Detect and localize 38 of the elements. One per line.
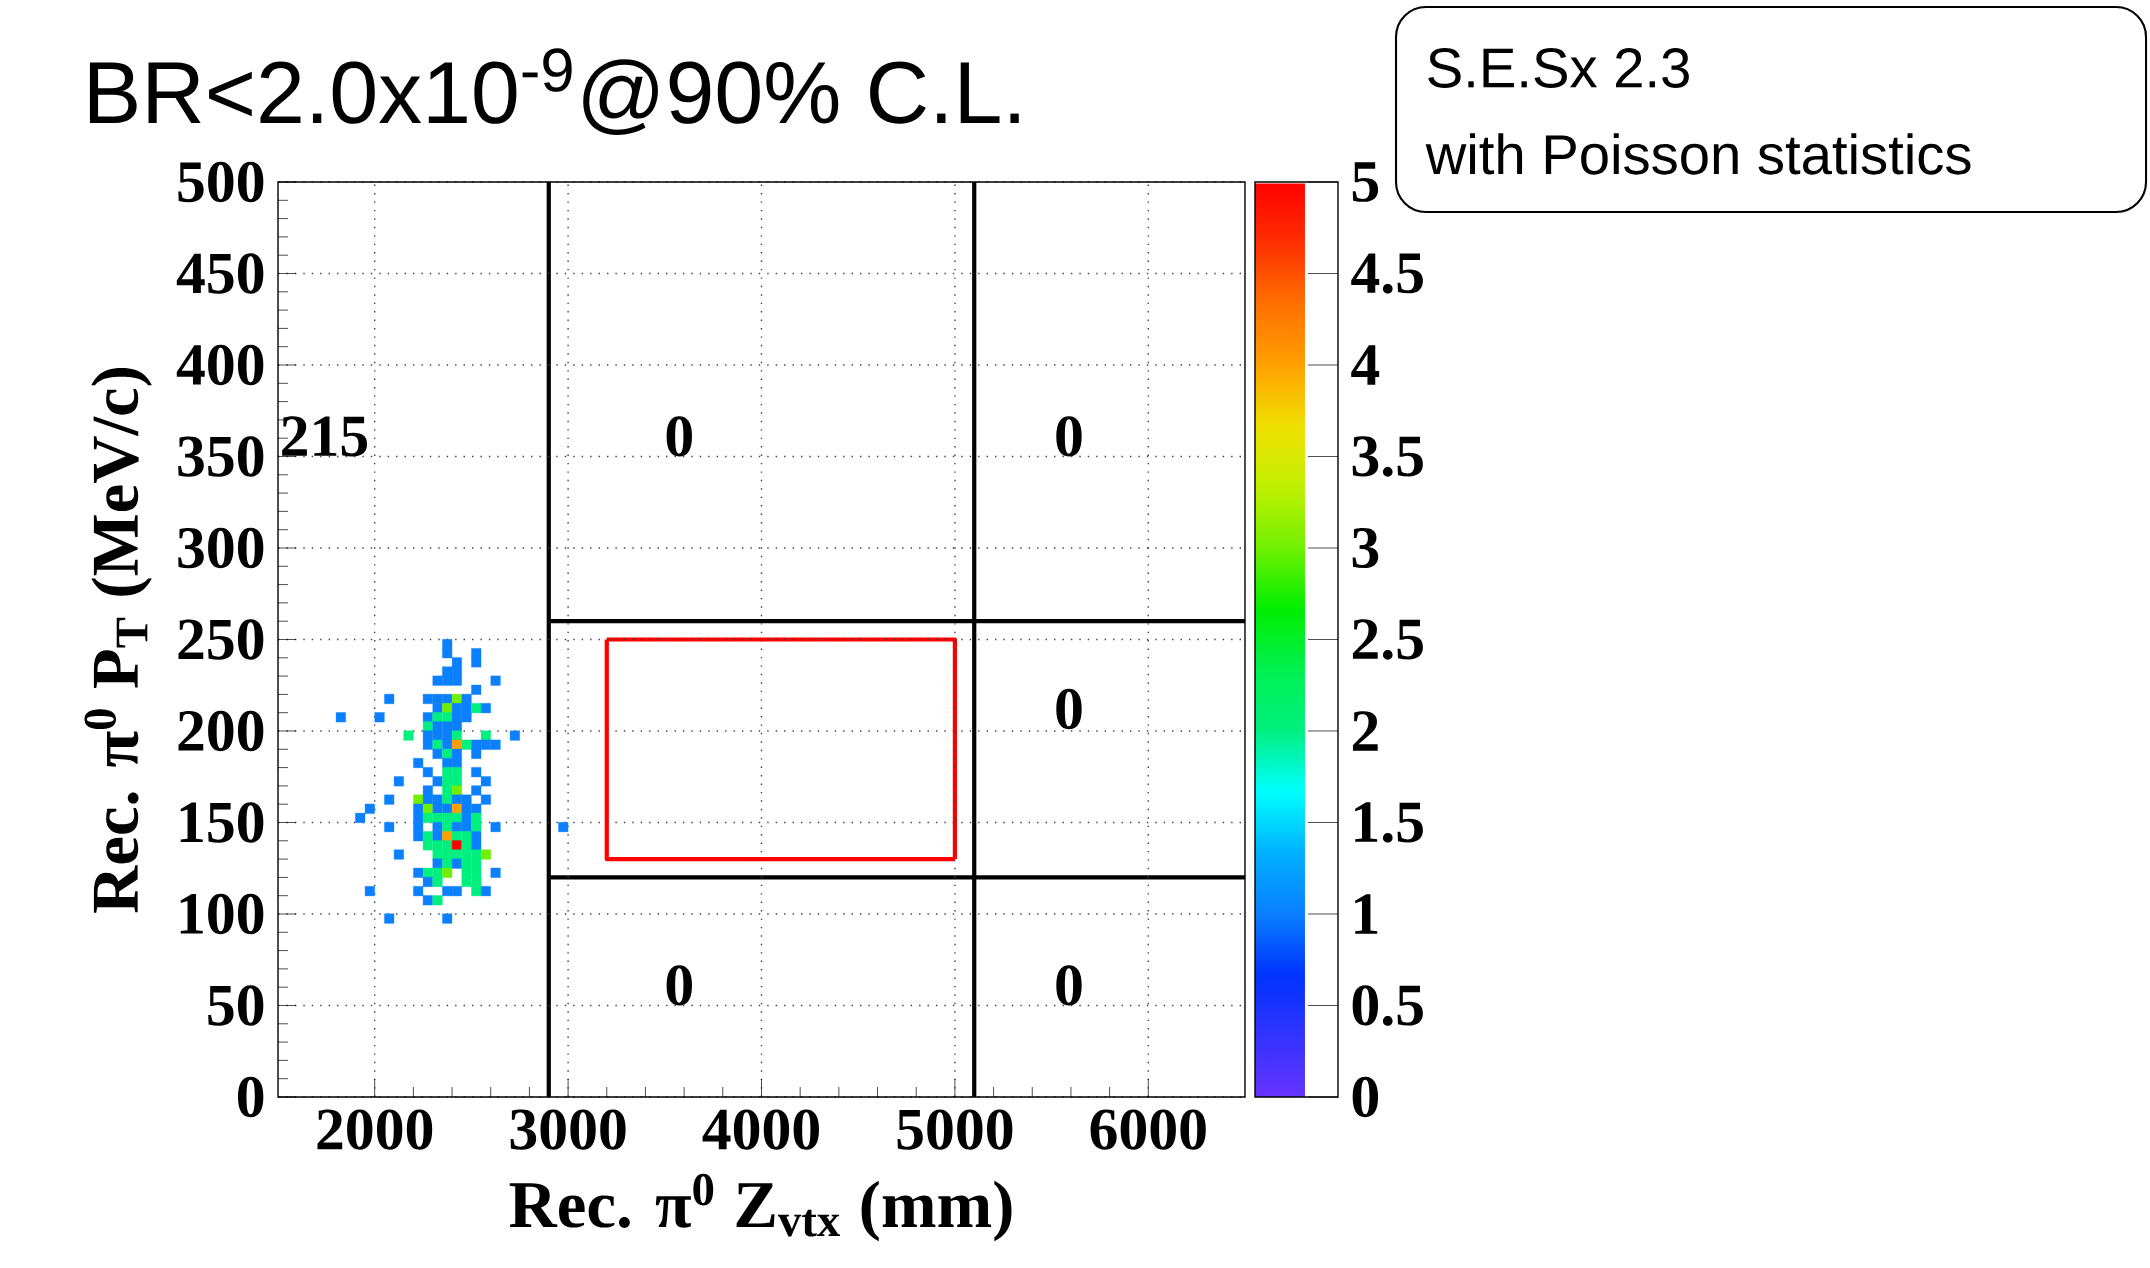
- color-bar-label: 1: [1355, 894, 1378, 934]
- x-tick-label: 3000: [510, 1109, 626, 1150]
- y-tick-label: 100: [180, 893, 264, 935]
- x-tick-label: 5000: [897, 1109, 1013, 1150]
- annotation: 0: [1056, 688, 1082, 730]
- color-bar-label: 5: [1352, 162, 1379, 202]
- x-axis-title: Rec. π$^{0}$ Z$_{vtx}$ (mm): [509, 1173, 1012, 1242]
- text: S.E.Sx 2.3: [1428, 48, 1689, 88]
- x-tick-label: 6000: [1090, 1109, 1206, 1150]
- y-tick-label: 500: [178, 161, 264, 203]
- annotation: 0: [666, 416, 692, 457]
- y-axis-title: Rec. π$^{0}$ P$_{T}$ (MeV/c): [84, 367, 152, 913]
- y-tick-label: 200: [178, 710, 264, 752]
- chart-title: BR<2.0x10$^{-9}$@90% C.L.: [89, 48, 1019, 136]
- color-bar-label: 0.5: [1352, 985, 1423, 1026]
- x-tick-label: 4000: [702, 1109, 819, 1150]
- y-tick-label: 300: [178, 527, 264, 569]
- color-bar-label: 4: [1351, 345, 1380, 385]
- y-tick-label: 150: [180, 802, 264, 843]
- color-bar-label: 2.5: [1352, 619, 1423, 660]
- y-tick-label: 400: [176, 344, 264, 386]
- color-bar-label: 0: [1352, 1076, 1379, 1118]
- text: with Poisson statistics: [1425, 133, 1971, 175]
- x-tick-label: 2000: [317, 1109, 433, 1150]
- y-tick-label: 0: [237, 1076, 264, 1118]
- annotation: 0: [666, 965, 692, 1006]
- annotation: 0: [1056, 416, 1082, 457]
- color-bar-label: 3: [1352, 527, 1379, 569]
- color-bar-label: 4.5: [1351, 253, 1423, 294]
- annotation: 0: [1056, 965, 1082, 1006]
- color-bar-label: 1.5: [1355, 802, 1423, 843]
- y-tick-label: 450: [176, 253, 264, 294]
- y-tick-label: 350: [178, 436, 264, 477]
- color-bar-label: 2: [1352, 711, 1378, 751]
- y-tick-label: 250: [178, 619, 264, 660]
- annotation: 215: [282, 416, 368, 457]
- y-tick-label: 50: [208, 985, 264, 1026]
- color-bar-label: 3.5: [1352, 436, 1423, 477]
